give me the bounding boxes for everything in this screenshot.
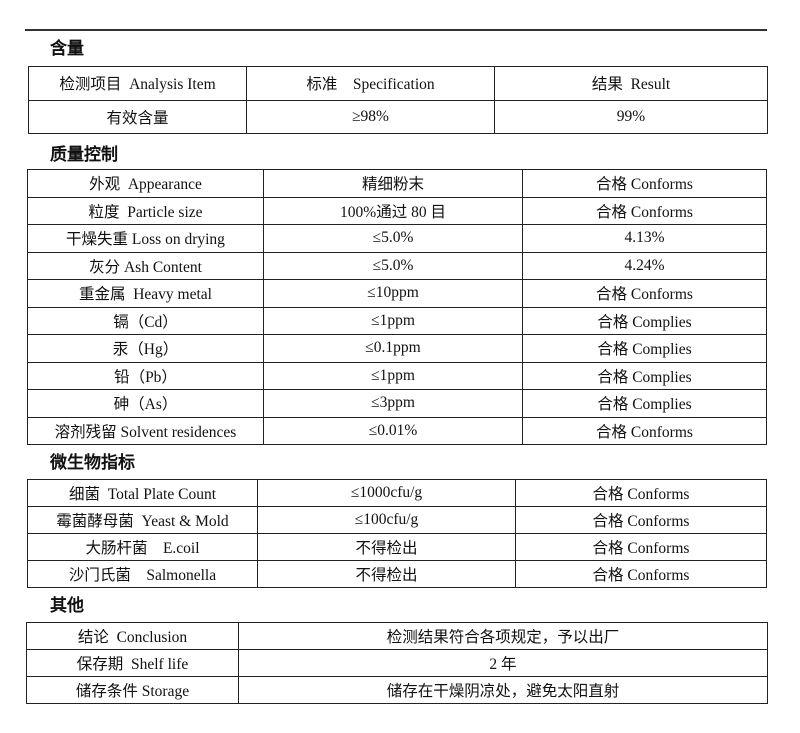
table-cell: 标准 Specification (246, 66, 495, 101)
table-cell: 粒度 Particle size (27, 196, 264, 225)
table-cell: ≤5.0% (263, 251, 523, 280)
table-row: 储存条件 Storage 储存在干燥阴凉处，避免太阳直射 (26, 676, 768, 704)
table-cell: ≤3ppm (263, 389, 523, 418)
table-cell: 精细粉末 (263, 169, 523, 198)
table-row: 砷（As） ≤3ppm 合格 Complies (27, 389, 767, 418)
table-cell: 储存条件 Storage (26, 676, 239, 704)
table-cell: 细菌 Total Plate Count (27, 479, 258, 507)
table-row: 结论 Conclusion 检测结果符合各项规定，予以出厂 (26, 622, 768, 650)
table-cell: 合格 Complies (522, 334, 767, 363)
table-cell: ≤1000cfu/g (257, 479, 516, 507)
table-row: 重金属 Heavy metal ≤10ppm 合格 Conforms (27, 279, 767, 308)
table-cell: 铅（Pb） (27, 361, 264, 390)
top-rule (25, 29, 767, 31)
table-cell: 结论 Conclusion (26, 622, 239, 650)
table-row: 沙门氏菌 Salmonella 不得检出 合格 Conforms (27, 560, 767, 588)
table-cell: 结果 Result (494, 66, 768, 101)
table-cell: 合格 Conforms (522, 416, 767, 445)
table-row: 检测项目 Analysis Item 标准 Specification 结果 Res… (28, 66, 768, 101)
table-other: 结论 Conclusion 检测结果符合各项规定，予以出厂 保存期 Shelf li… (26, 622, 768, 704)
section-heading-quality-control: 质量控制 (50, 145, 118, 165)
table-cell: ≤10ppm (263, 279, 523, 308)
table-cell: 合格 Conforms (522, 196, 767, 225)
table-cell: 储存在干燥阴凉处，避免太阳直射 (238, 676, 768, 704)
table-cell: 重金属 Heavy metal (27, 279, 264, 308)
table-cell: 保存期 Shelf life (26, 649, 239, 677)
table-cell: 合格 Conforms (522, 279, 767, 308)
table-cell: 汞（Hg） (27, 334, 264, 363)
table-cell: 99% (494, 99, 768, 134)
table-cell: 合格 Conforms (522, 169, 767, 198)
table-row: 汞（Hg） ≤0.1ppm 合格 Complies (27, 334, 767, 363)
table-row: 霉菌酵母菌 Yeast & Mold ≤100cfu/g 合格 Conforms (27, 506, 767, 534)
table-cell: 合格 Complies (522, 361, 767, 390)
table-cell: ≤1ppm (263, 306, 523, 335)
table-cell: 检测结果符合各项规定，予以出厂 (238, 622, 768, 650)
table-cell: 霉菌酵母菌 Yeast & Mold (27, 506, 258, 534)
table-content: 检测项目 Analysis Item 标准 Specification 结果 Res… (28, 66, 768, 134)
table-cell: 合格 Conforms (515, 479, 767, 507)
table-cell: 合格 Conforms (515, 560, 767, 588)
table-cell: 砷（As） (27, 389, 264, 418)
table-cell: 溶剂残留 Solvent residences (27, 416, 264, 445)
table-row: 有效含量 ≥98% 99% (28, 99, 768, 134)
table-cell: ≤100cfu/g (257, 506, 516, 534)
table-row: 镉（Cd） ≤1ppm 合格 Complies (27, 306, 767, 335)
table-cell: ≤0.01% (263, 416, 523, 445)
table-row: 溶剂残留 Solvent residences ≤0.01% 合格 Conforms (27, 416, 767, 445)
table-cell: 2 年 (238, 649, 768, 677)
table-cell: 合格 Complies (522, 389, 767, 418)
table-cell: 干燥失重 Loss on drying (27, 224, 264, 253)
table-row: 灰分 Ash Content ≤5.0% 4.24% (27, 251, 767, 280)
table-microbiology: 细菌 Total Plate Count ≤1000cfu/g 合格 Conform… (27, 479, 767, 588)
table-cell: 4.24% (522, 251, 767, 280)
table-cell: 合格 Conforms (515, 533, 767, 561)
section-heading-other: 其他 (50, 596, 84, 616)
table-row: 大肠杆菌 E.coil 不得检出 合格 Conforms (27, 533, 767, 561)
table-cell: 有效含量 (28, 99, 247, 134)
table-cell: 4.13% (522, 224, 767, 253)
table-cell: ≤1ppm (263, 361, 523, 390)
table-cell: 100%通过 80 目 (263, 196, 523, 225)
table-row: 细菌 Total Plate Count ≤1000cfu/g 合格 Conform… (27, 479, 767, 507)
section-heading-content: 含量 (50, 39, 84, 59)
table-quality-control: 外观 Appearance 精细粉末 合格 Conforms 粒度 Particle … (27, 169, 767, 445)
table-cell: ≥98% (246, 99, 495, 134)
table-cell: 大肠杆菌 E.coil (27, 533, 258, 561)
table-cell: 合格 Complies (522, 306, 767, 335)
table-cell: 不得检出 (257, 533, 516, 561)
table-cell: 检测项目 Analysis Item (28, 66, 247, 101)
table-cell: 灰分 Ash Content (27, 251, 264, 280)
table-row: 外观 Appearance 精细粉末 合格 Conforms (27, 169, 767, 198)
table-cell: 不得检出 (257, 560, 516, 588)
table-cell: ≤5.0% (263, 224, 523, 253)
table-cell: 沙门氏菌 Salmonella (27, 560, 258, 588)
table-cell: ≤0.1ppm (263, 334, 523, 363)
table-cell: 合格 Conforms (515, 506, 767, 534)
section-heading-microbiology: 微生物指标 (50, 453, 135, 473)
table-row: 保存期 Shelf life 2 年 (26, 649, 768, 677)
table-cell: 外观 Appearance (27, 169, 264, 198)
table-row: 干燥失重 Loss on drying ≤5.0% 4.13% (27, 224, 767, 253)
table-row: 铅（Pb） ≤1ppm 合格 Complies (27, 361, 767, 390)
table-cell: 镉（Cd） (27, 306, 264, 335)
table-row: 粒度 Particle size 100%通过 80 目合格 Conforms (27, 196, 767, 225)
